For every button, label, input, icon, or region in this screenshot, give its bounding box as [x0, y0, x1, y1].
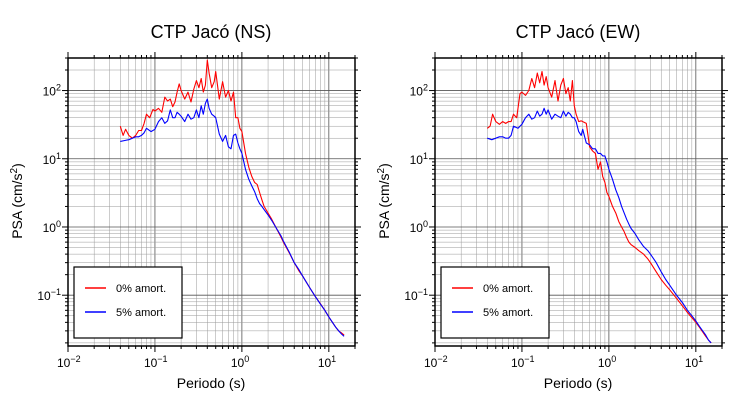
- legend-label: 0% amort.: [116, 283, 166, 295]
- x-tick-label: 100: [231, 354, 249, 370]
- y-tick-label: 101: [410, 151, 428, 167]
- y-tick-label: 102: [43, 83, 61, 99]
- y-tick-labels: 10−1 100 101 102: [404, 83, 428, 304]
- plot-frame: [434, 57, 723, 347]
- y-tick-label: 100: [43, 219, 61, 235]
- legend: 0% amort. 5% amort.: [440, 266, 550, 339]
- chart-title: CTP Jacó (NS): [151, 22, 272, 42]
- chart-ns: CTP Jacó (NS) 10−2 10−1 100 101 10−1 100…: [9, 22, 361, 391]
- legend: 0% amort. 5% amort.: [73, 266, 183, 339]
- plot-frame: [67, 57, 356, 347]
- x-tick-labels: 10−2 10−1 100 101: [424, 354, 703, 370]
- x-tick-label: 100: [598, 354, 616, 370]
- series-group: [119, 59, 345, 337]
- y-tick-label: 100: [410, 219, 428, 235]
- axis-ticks: [62, 52, 361, 352]
- x-tick-label: 101: [685, 354, 703, 370]
- y-tick-label: 102: [410, 83, 428, 99]
- y-tick-labels: 10−1 100 101 102: [37, 83, 61, 304]
- x-tick-labels: 10−2 10−1 100 101: [57, 354, 336, 370]
- x-tick-label: 10−1: [511, 354, 535, 370]
- y-tick-label: 101: [43, 151, 61, 167]
- y-axis-label: PSA (cm/s2): [376, 163, 392, 239]
- chart-title: CTP Jacó (EW): [516, 22, 641, 42]
- axis-ticks: [429, 52, 728, 352]
- legend-label: 5% amort.: [116, 307, 166, 319]
- legend-box: [73, 266, 183, 339]
- series-line-damped: [487, 107, 712, 344]
- series-line-damped: [120, 98, 345, 337]
- x-tick-label: 10−1: [144, 354, 168, 370]
- legend-box: [440, 266, 550, 339]
- series-line-undamped: [486, 70, 712, 344]
- legend-label: 0% amort.: [483, 283, 533, 295]
- x-tick-label: 10−2: [57, 354, 81, 370]
- y-tick-label: 10−1: [37, 287, 61, 303]
- x-tick-label: 101: [318, 354, 336, 370]
- y-tick-label: 10−1: [404, 287, 428, 303]
- series-group: [486, 70, 712, 344]
- chart-ew: CTP Jacó (EW) 10−2 10−1 100 101 10−1 100…: [376, 22, 728, 391]
- legend-label: 5% amort.: [483, 307, 533, 319]
- x-tick-label: 10−2: [424, 354, 448, 370]
- x-axis-label: Periodo (s): [177, 375, 245, 391]
- x-axis-label: Periodo (s): [544, 375, 612, 391]
- y-axis-label: PSA (cm/s2): [9, 163, 25, 239]
